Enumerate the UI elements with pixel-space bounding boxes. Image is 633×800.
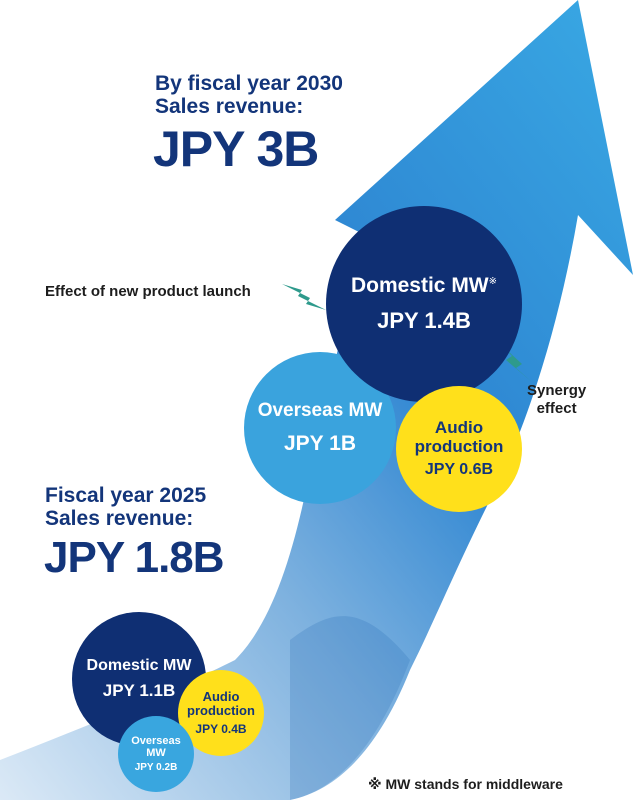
new-product-label: Effect of new product launch [45, 283, 251, 300]
domestic-2025-value: JPY 1.1B [102, 681, 176, 700]
overseas-2025-name-line2: MW [146, 747, 166, 759]
current-line2: Sales revenue: [45, 507, 194, 531]
audio-2030-name-line1: Audio [434, 417, 484, 437]
target-line1: By fiscal year 2030 [155, 72, 343, 95]
overseas-2030-name: Overseas MW [257, 400, 383, 421]
domestic-2030-name: Domestic MW [350, 274, 489, 297]
current-line1: Fiscal year 2025 [45, 484, 207, 507]
synergy-line1: Synergy [527, 382, 587, 399]
target-heading: By fiscal year 2030 Sales revenue: [155, 72, 343, 118]
synergy-label: Synergy effect [527, 382, 586, 418]
new-product-zigzag-icon [282, 284, 326, 310]
domestic-2025-name: Domestic MW [86, 657, 192, 674]
footnote: ※ MW stands for middleware [368, 776, 563, 792]
domestic-2030-name-row: Domestic MW※ [351, 274, 497, 298]
domestic-2030-value: JPY 1.4B [377, 308, 471, 333]
current-heading: Fiscal year 2025 Sales revenue: [45, 484, 206, 530]
synergy-zigzag-icon [496, 340, 532, 382]
audio-2030-value: JPY 0.6B [424, 461, 494, 479]
circle-2025-overseas: Overseas MW JPY 0.2B [118, 716, 194, 792]
audio-2025-name-line1: Audio [202, 688, 240, 704]
audio-2030-name-line2: production [414, 436, 504, 456]
overseas-2025-name-line1: Overseas [131, 734, 181, 747]
domestic-2030-note-mark: ※ [488, 276, 498, 287]
circle-2030-domestic: Domestic MW※ JPY 1.4B [326, 206, 522, 402]
audio-2025-value: JPY 0.4B [195, 722, 247, 737]
target-line2: Sales revenue: [155, 95, 304, 119]
target-amount: JPY 3B [153, 121, 319, 177]
overseas-2030-value: JPY 1B [284, 432, 356, 455]
circle-2030-audio: Audio production JPY 0.6B [396, 386, 522, 512]
current-amount: JPY 1.8B [44, 533, 225, 582]
circle-2025-audio: Audio production JPY 0.4B [178, 670, 264, 756]
synergy-line2: effect [536, 400, 577, 417]
overseas-2025-value: JPY 0.2B [134, 762, 178, 774]
audio-2025-name-line2: production [187, 703, 255, 718]
